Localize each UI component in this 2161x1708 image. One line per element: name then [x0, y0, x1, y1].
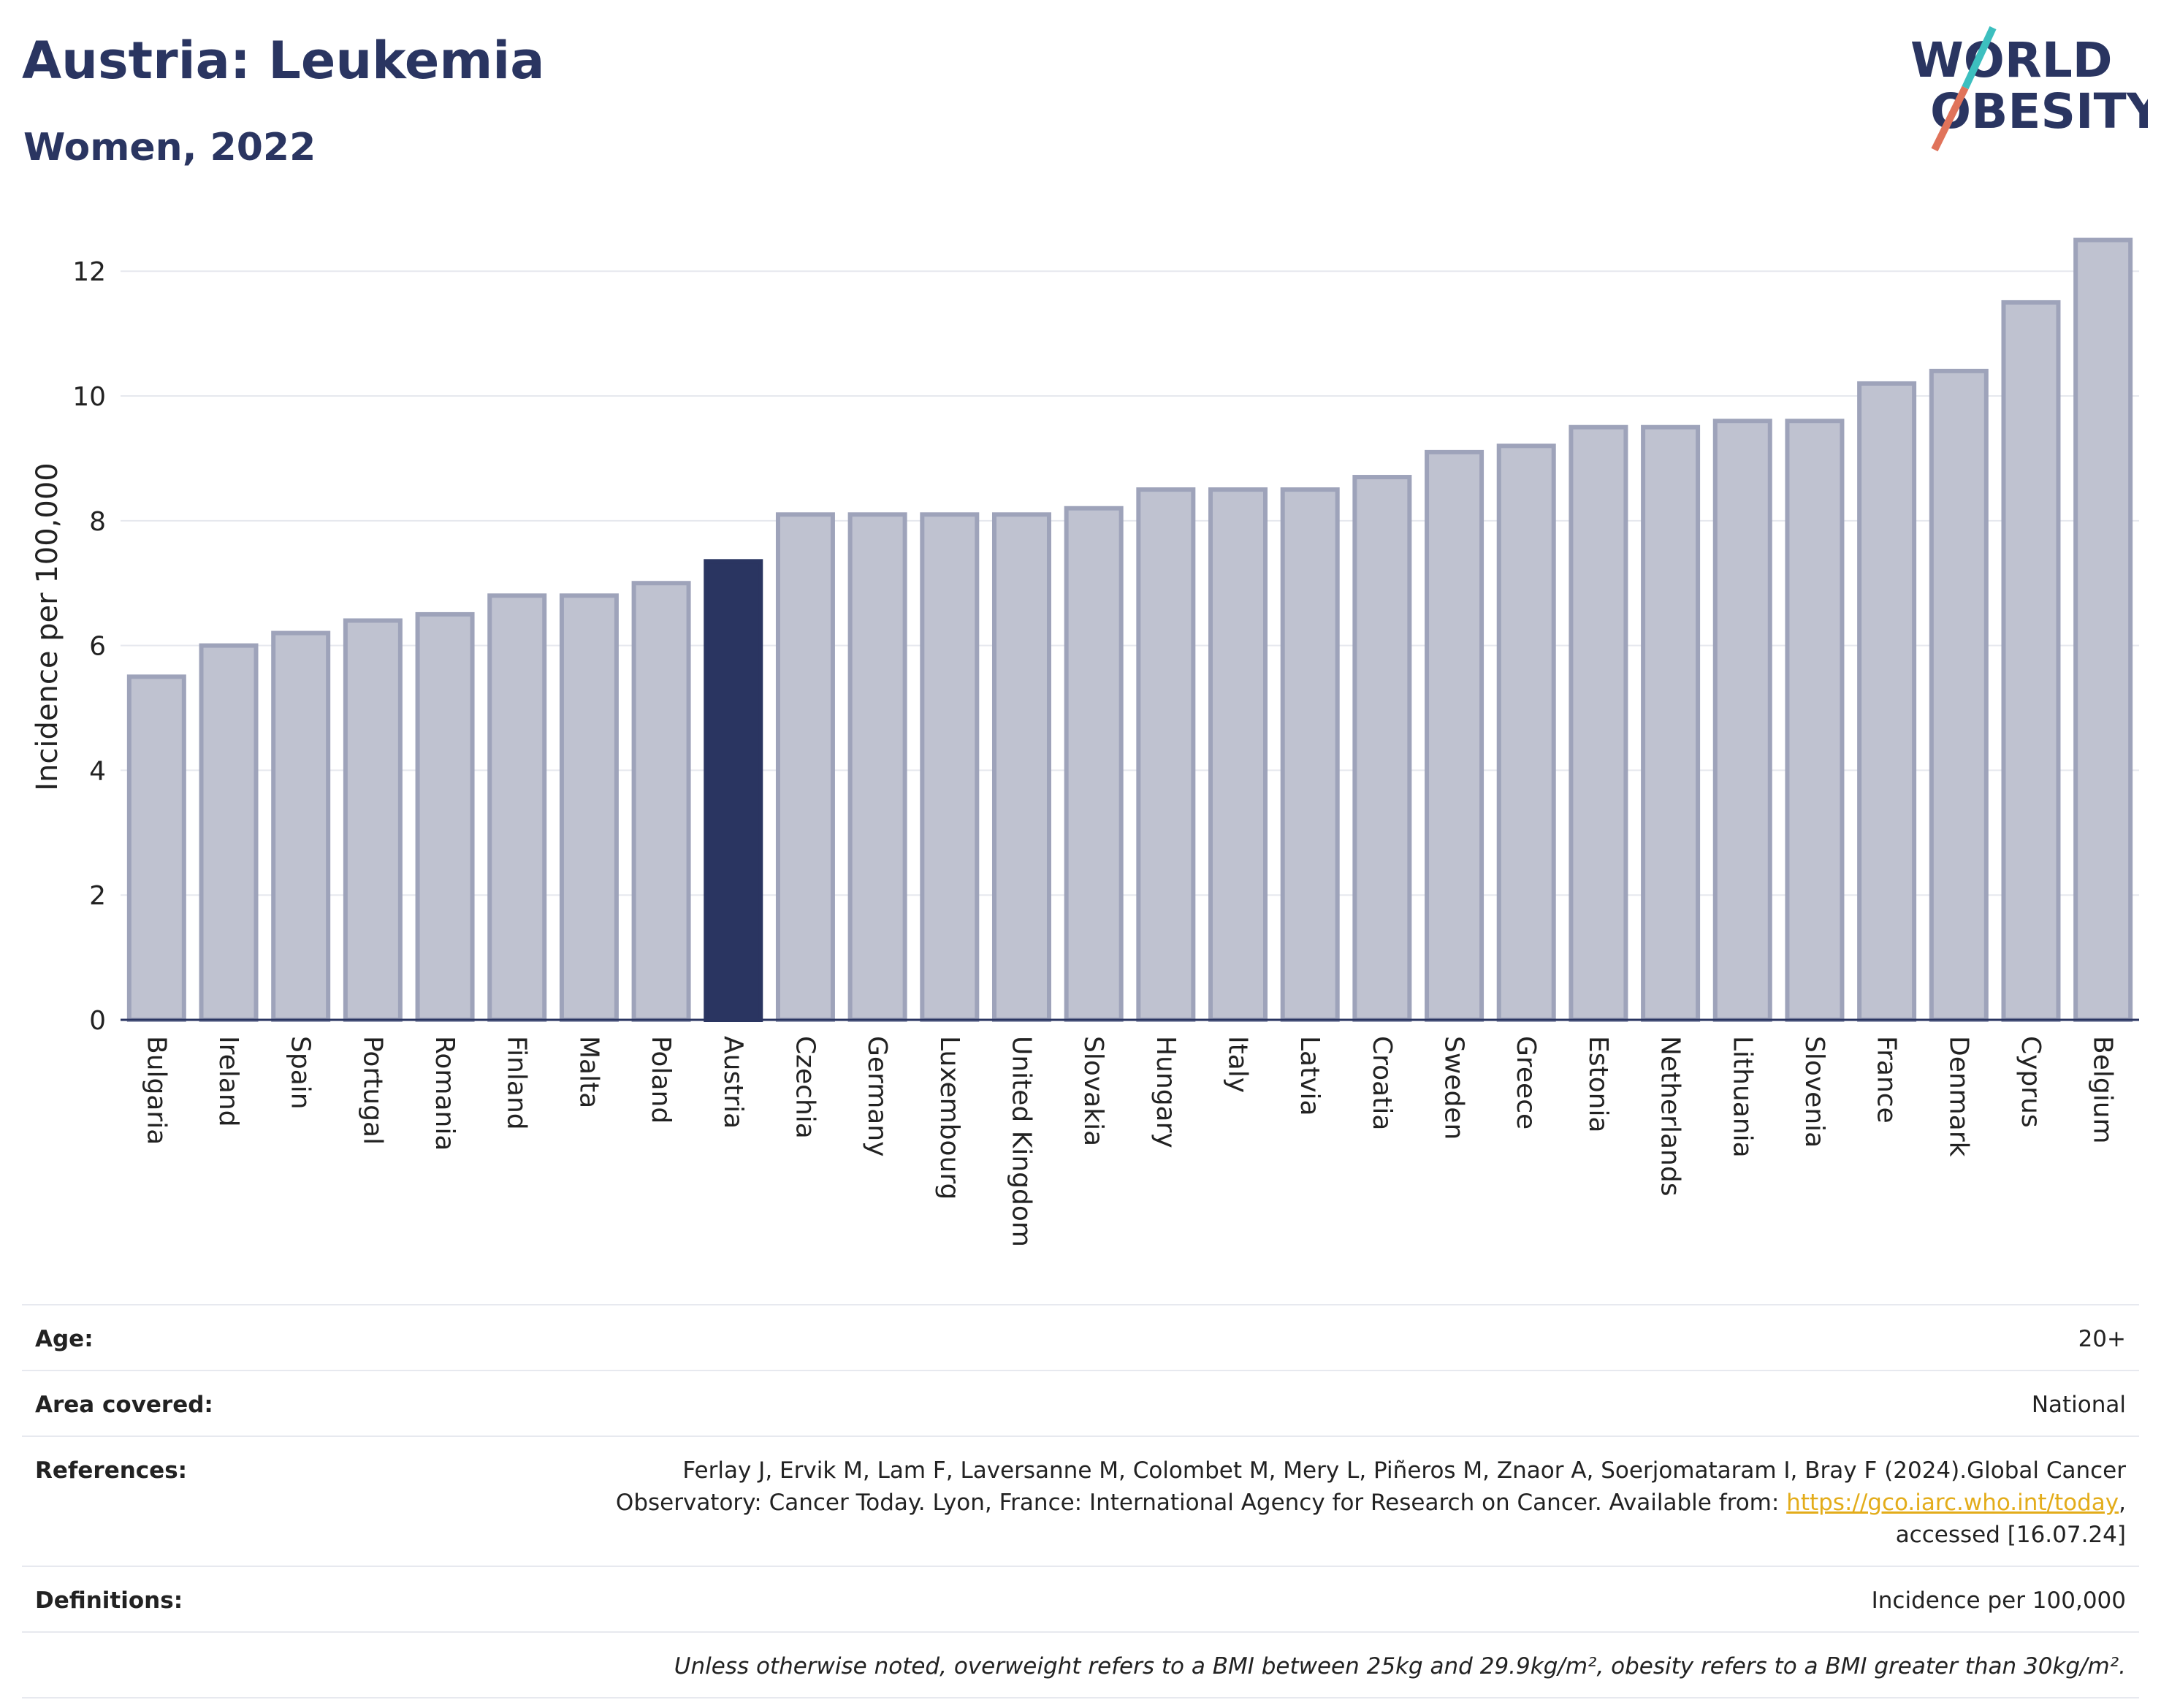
- bar-denmark[interactable]: [1929, 368, 1989, 1023]
- y-tick-label: 4: [89, 756, 106, 786]
- bar-slovenia[interactable]: [1785, 419, 1845, 1022]
- x-tick-label: Spain: [286, 1036, 316, 1110]
- x-tick-label: Estonia: [1583, 1036, 1613, 1133]
- x-tick-label: Romania: [430, 1036, 460, 1151]
- references-text-2: Observatory: Cancer Today. Lyon, France:…: [615, 1490, 1787, 1516]
- info-row-age: Age: 20+: [22, 1304, 2139, 1370]
- age-value: 20+: [289, 1304, 2139, 1370]
- x-tick-label: Hungary: [1151, 1036, 1181, 1148]
- bmi-note: Unless otherwise noted, overweight refer…: [22, 1631, 2139, 1699]
- bar-france[interactable]: [1857, 381, 1917, 1022]
- y-tick-label: 8: [89, 507, 106, 537]
- x-tick-label: Czechia: [790, 1036, 820, 1139]
- y-tick-label: 2: [89, 881, 106, 911]
- bar-austria[interactable]: [704, 559, 763, 1022]
- references-value: Ferlay J, Ervik M, Lam F, Laversanne M, …: [289, 1436, 2139, 1566]
- bar-cyprus[interactable]: [2001, 300, 2061, 1022]
- logo-slash-coral: [1931, 85, 1969, 152]
- references-text-1: Ferlay J, Ervik M, Lam F, Laversanne M, …: [682, 1457, 2126, 1484]
- bar-czechia[interactable]: [775, 512, 835, 1022]
- bar-italy[interactable]: [1208, 487, 1268, 1022]
- bar-bulgaria[interactable]: [126, 674, 186, 1022]
- x-tick-label: Netherlands: [1655, 1036, 1685, 1196]
- bar-greece[interactable]: [1496, 443, 1556, 1022]
- bar-united-kingdom[interactable]: [991, 512, 1051, 1022]
- x-tick-label: United Kingdom: [1006, 1036, 1036, 1247]
- x-tick-label: Luxembourg: [934, 1036, 964, 1200]
- x-tick-label: France: [1872, 1036, 1902, 1124]
- bar-portugal[interactable]: [343, 618, 403, 1022]
- references-link[interactable]: https://gco.iarc.who.int/today: [1786, 1490, 2119, 1516]
- info-row-definitions: Definitions: Incidence per 100,000: [22, 1566, 2139, 1632]
- x-tick-label: Italy: [1223, 1036, 1253, 1093]
- x-tick-label: Denmark: [1943, 1036, 1973, 1157]
- definitions-label: Definitions:: [22, 1566, 289, 1632]
- x-tick-label: Poland: [646, 1036, 676, 1124]
- y-tick-label: 6: [89, 632, 106, 662]
- logo-line1: WORLD: [1910, 32, 2113, 88]
- bar-belgium[interactable]: [2073, 237, 2133, 1022]
- references-label: References:: [22, 1436, 289, 1566]
- chart-title: Austria: Leukemia: [22, 31, 545, 91]
- y-tick-label: 0: [89, 1006, 106, 1036]
- x-tick-label: Cyprus: [2016, 1036, 2046, 1128]
- x-tick-label: Latvia: [1295, 1036, 1325, 1116]
- bar-malta[interactable]: [559, 593, 619, 1022]
- references-text-3: ,: [2119, 1490, 2126, 1516]
- bar-luxembourg[interactable]: [920, 512, 980, 1022]
- x-tick-label: Belgium: [2088, 1036, 2118, 1144]
- y-tick-label: 10: [72, 382, 106, 412]
- age-label: Age:: [22, 1304, 289, 1370]
- bar-sweden[interactable]: [1425, 449, 1485, 1022]
- x-tick-label: Croatia: [1367, 1036, 1397, 1130]
- bar-germany[interactable]: [847, 512, 907, 1022]
- x-tick-label: Sweden: [1439, 1036, 1469, 1140]
- info-row-area: Area covered: National: [22, 1370, 2139, 1436]
- bar-estonia[interactable]: [1569, 424, 1628, 1022]
- bar-finland[interactable]: [487, 593, 547, 1022]
- bar-netherlands[interactable]: [1641, 424, 1701, 1022]
- y-axis-ticks: 0 2 4 6 8 10 12: [72, 257, 106, 1036]
- x-tick-label: Slovenia: [1799, 1036, 1829, 1148]
- bar-poland[interactable]: [631, 581, 691, 1022]
- bar-latvia[interactable]: [1280, 487, 1340, 1022]
- x-tick-label: Germany: [862, 1036, 892, 1156]
- bar-romania[interactable]: [415, 611, 475, 1022]
- x-tick-label: Greece: [1511, 1036, 1541, 1129]
- x-tick-label: Portugal: [357, 1036, 387, 1145]
- info-row-note: Unless otherwise noted, overweight refer…: [22, 1631, 2139, 1699]
- x-tick-label: Ireland: [213, 1036, 243, 1127]
- world-obesity-logo: WORLD OBESITY: [1910, 26, 2148, 152]
- info-table: Age: 20+ Area covered: National Referenc…: [22, 1304, 2139, 1699]
- bar-spain[interactable]: [271, 630, 331, 1022]
- x-tick-label: Bulgaria: [141, 1036, 171, 1145]
- area-label: Area covered:: [22, 1370, 289, 1436]
- x-axis-labels: Bulgaria Ireland Spain Portugal Romania Finla…: [141, 1036, 2117, 1247]
- area-value: National: [289, 1370, 2139, 1436]
- x-tick-label: Lithuania: [1727, 1036, 1757, 1158]
- bar-lithuania[interactable]: [1712, 419, 1772, 1022]
- y-tick-label: 12: [72, 257, 106, 287]
- definitions-value: Incidence per 100,000: [289, 1566, 2139, 1632]
- x-tick-label: Austria: [718, 1036, 748, 1129]
- references-text-4: accessed [16.07.24]: [1895, 1522, 2126, 1548]
- bars: [126, 237, 2133, 1023]
- bar-slovakia[interactable]: [1064, 506, 1124, 1022]
- bar-ireland[interactable]: [199, 643, 259, 1022]
- x-tick-label: Slovakia: [1078, 1036, 1108, 1146]
- bar-hungary[interactable]: [1136, 487, 1196, 1022]
- bar-croatia[interactable]: [1352, 475, 1412, 1022]
- logo-slash-teal: [1962, 26, 1997, 90]
- chart-subtitle: Women, 2022: [23, 126, 316, 169]
- y-axis-label: Incidence per 100,000: [31, 462, 64, 791]
- x-tick-label: Finland: [502, 1036, 532, 1130]
- x-tick-label: Malta: [573, 1036, 603, 1108]
- bar-chart: 0 2 4 6 8 10 12 Bulgaria Ireland Spain Portugal Ro…: [31, 237, 2139, 1247]
- info-row-references: References: Ferlay J, Ervik M, Lam F, La…: [22, 1436, 2139, 1566]
